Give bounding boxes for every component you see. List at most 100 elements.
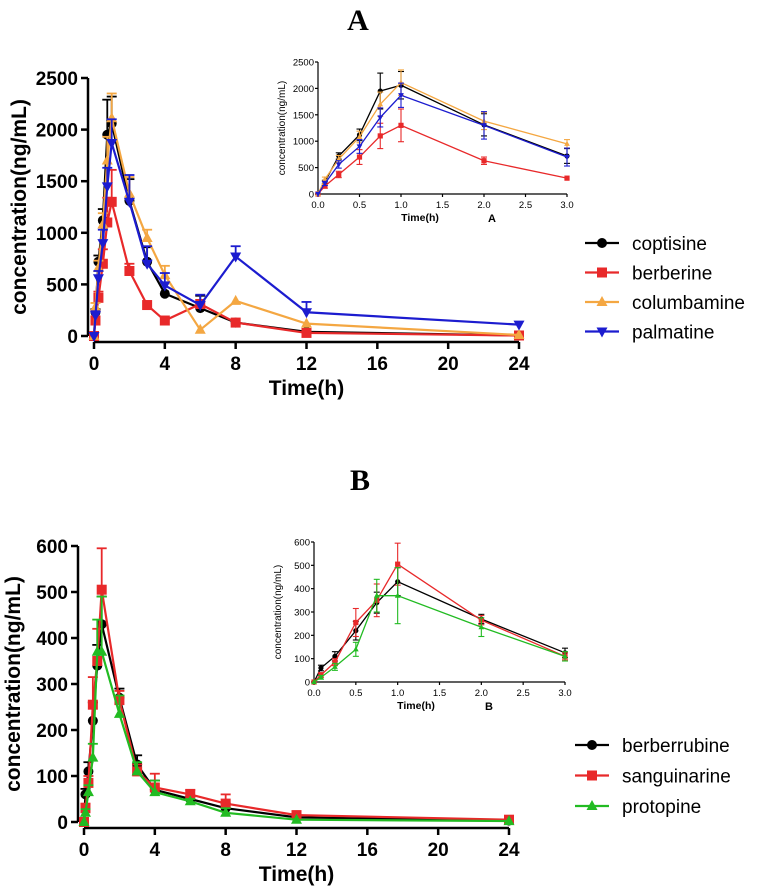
- data-point: [93, 292, 104, 303]
- inset-data-point: [481, 123, 487, 129]
- y-tick-label: 300: [36, 675, 68, 696]
- inset-y-tick-label: 300: [294, 608, 310, 619]
- inset-x-tick-label: 2.5: [519, 200, 532, 211]
- inset-caption: B: [485, 701, 493, 713]
- inset-data-point: [481, 158, 487, 164]
- inset-series-berberine: [315, 108, 570, 197]
- legend-marker: [587, 770, 597, 781]
- inset-data-point: [335, 156, 342, 162]
- data-point: [503, 815, 515, 826]
- data-point: [301, 317, 312, 328]
- panel-a: A 0 500 1000 1500 2000 2500 0 4 8 12 16 20 24 Time(h)…: [8, 4, 745, 400]
- data-point: [124, 265, 135, 276]
- inset-data-point: [315, 191, 321, 198]
- inset-data-point: [356, 154, 363, 160]
- data-point: [96, 645, 108, 656]
- inset-series-line-palmatine: [317, 94, 568, 195]
- y-axis-label: concentration(ng/mL): [8, 99, 31, 315]
- x-tick-label: 12: [296, 354, 317, 375]
- y-tick-label: 500: [46, 275, 78, 296]
- x-tick-label: 0: [79, 840, 90, 861]
- y-tick-label: 1500: [36, 172, 78, 193]
- data-point: [194, 301, 206, 312]
- series-palmatine: [88, 118, 525, 342]
- legend-item-sanguinarine: sanguinarine: [575, 767, 731, 788]
- inset-data-point: [562, 653, 568, 659]
- x-tick-label: 20: [428, 840, 449, 861]
- data-point: [97, 218, 109, 229]
- inset-x-tick-label: 2.5: [517, 688, 530, 699]
- x-tick-label: 24: [508, 354, 530, 375]
- inset-x-tick-label: 0.5: [353, 200, 366, 211]
- inset-data-point: [373, 592, 380, 598]
- inset-caption: A: [488, 213, 496, 225]
- x-axis-label: Time(h): [259, 863, 334, 886]
- inset-data-point: [318, 674, 324, 680]
- x-tick-label: 24: [498, 840, 520, 861]
- data-point: [194, 323, 206, 334]
- panel-b-legend: berberrubine sanguinarine protopine: [575, 736, 731, 818]
- legend-label: sanguinarine: [622, 767, 731, 788]
- data-point: [513, 328, 525, 339]
- x-tick-label: 8: [220, 840, 231, 861]
- data-point: [291, 813, 302, 824]
- panel-a-plot: 0 500 1000 1500 2000 2500 0 4 8 12 16 20 24 Time(h) co…: [8, 69, 530, 400]
- data-point: [92, 261, 104, 272]
- inset-series-line-berberrubine: [313, 580, 566, 683]
- inset-data-point: [564, 154, 570, 161]
- data-point: [102, 217, 113, 228]
- legend-marker: [587, 740, 597, 750]
- inset-y-tick-label: 200: [294, 631, 310, 642]
- inset-x-axis-label: Time(h): [397, 700, 435, 712]
- inset-y-tick-label: 400: [294, 584, 310, 595]
- y-tick-label: 2000: [36, 121, 78, 142]
- x-tick-label: 4: [150, 840, 161, 861]
- data-point: [159, 281, 171, 292]
- inset-y-tick-label: 500: [298, 163, 314, 174]
- legend-item-coptisine: coptisine: [585, 234, 707, 255]
- legend-item-berberrubine: berberrubine: [575, 736, 730, 757]
- panel-a-legend: coptisine berberine columbamine palmatine: [585, 234, 745, 344]
- y-tick-label: 2500: [36, 69, 78, 90]
- data-point: [513, 320, 525, 331]
- inset-y-axis-label: concentration(ng/mL): [277, 81, 288, 176]
- data-point: [88, 332, 100, 342]
- data-point: [106, 139, 118, 150]
- inset-x-tick-label: 2.0: [475, 688, 488, 699]
- data-point: [141, 231, 153, 242]
- x-tick-label: 16: [357, 840, 378, 861]
- data-point: [141, 259, 153, 270]
- data-point: [89, 311, 101, 322]
- inset-x-tick-label: 3.0: [560, 200, 573, 211]
- data-point: [87, 699, 98, 710]
- y-tick-label: 0: [67, 327, 78, 348]
- inset-data-point: [332, 653, 338, 659]
- inset-series-line-columbamine: [317, 81, 568, 195]
- inset-x-tick-label: 1.0: [391, 688, 404, 699]
- data-point: [230, 317, 241, 328]
- y-tick-label: 200: [36, 721, 68, 742]
- inset-data-point: [318, 665, 324, 671]
- y-tick-label: 1000: [36, 224, 78, 245]
- data-point: [301, 327, 312, 338]
- panel-b: B 0 100 200 300 400 500 600 0 4 8 12 16 20 24 Time(h) c…: [2, 464, 731, 886]
- inset-data-point: [332, 663, 338, 669]
- y-tick-label: 600: [36, 537, 68, 558]
- series-line-protopine: [82, 650, 510, 823]
- x-tick-label: 4: [160, 354, 171, 375]
- data-point: [79, 806, 91, 817]
- inset-data-point: [336, 171, 342, 178]
- inset-data-point: [394, 592, 401, 598]
- inset-y-tick-label: 100: [294, 654, 310, 665]
- panel-b-inset: 0 100 200 300 400 500 600 0.0 0.5 1.0 1.5 2.0 2.5 3.0…: [273, 538, 572, 714]
- legend-item-columbamine: columbamine: [585, 293, 745, 314]
- legend-marker: [596, 327, 608, 338]
- legend-marker: [597, 238, 607, 248]
- data-point: [113, 707, 125, 718]
- data-point: [82, 786, 94, 797]
- inset-data-point: [564, 140, 570, 146]
- data-point: [185, 789, 196, 800]
- data-point: [92, 274, 104, 285]
- panel-a-inset: 0 500 1000 1500 2000 2500 0.0 0.5 1.0 1.5 2.0 2.5 3.…: [277, 58, 574, 226]
